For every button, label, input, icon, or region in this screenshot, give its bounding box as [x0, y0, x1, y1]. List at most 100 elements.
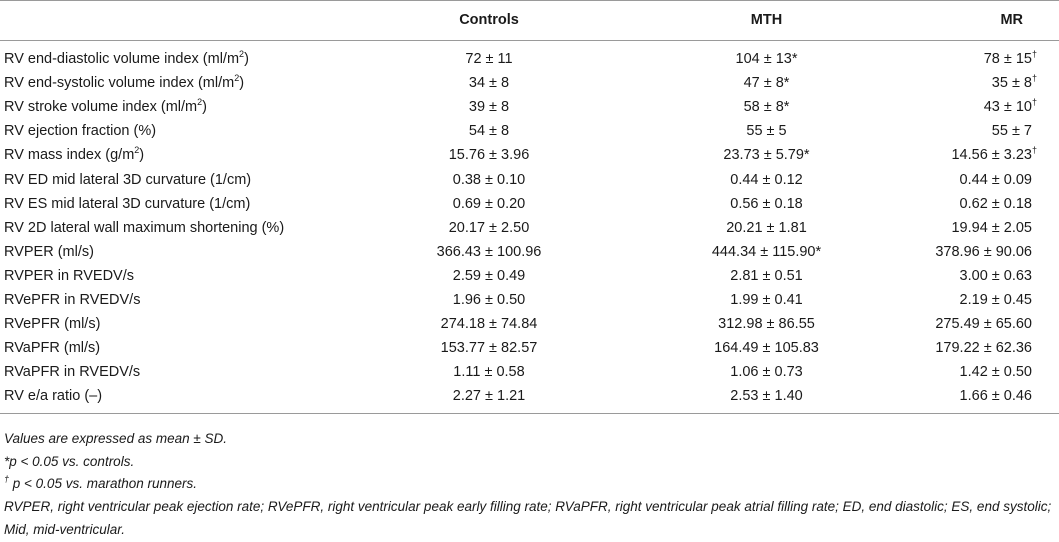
cell-controls: 15.76 ± 3.96: [344, 143, 634, 167]
footnote-p-marathon-text: p < 0.05 vs. marathon runners.: [12, 476, 198, 492]
cell-mth: 312.98 ± 86.55: [634, 312, 899, 336]
table-row: RVaPFR (ml/s) 153.77 ± 82.57 164.49 ± 105.…: [0, 336, 1059, 360]
row-label: RV 2D lateral wall maximum shortening (%…: [0, 216, 344, 240]
header-mr: MR: [899, 0, 1059, 41]
row-label-text: RV ED mid lateral 3D curvature (1/cm): [4, 171, 252, 188]
controls-value: 274.18 ± 74.84: [440, 316, 538, 333]
mr-value: 0.44 ± 0.09: [959, 171, 1032, 188]
row-label: RVePFR (ml/s): [0, 312, 344, 336]
cell-mr: 43 ± 10†: [983, 97, 1038, 116]
cell-mth: 104 ± 13*: [634, 41, 899, 72]
cell-controls: 1.96 ± 0.50: [344, 288, 634, 312]
mr-value: 19.94 ± 2.05: [951, 219, 1032, 236]
cell-mth: 2.81 ± 0.51: [634, 264, 899, 288]
row-label: RV ED mid lateral 3D curvature (1/cm): [0, 167, 344, 191]
mr-value: 1.66 ± 0.46: [959, 388, 1032, 405]
mr-value: 3.00 ± 0.63: [959, 267, 1032, 284]
row-label: RVePFR in RVEDV/s: [0, 288, 344, 312]
data-table: Controls MTH MR RV end-diastolic volume …: [0, 0, 1059, 415]
mr-value: 2.19 ± 0.45: [959, 291, 1032, 308]
row-label-text: RVPER (ml/s): [4, 243, 94, 260]
row-label-text: RV ES mid lateral 3D curvature (1/cm): [4, 195, 251, 212]
cell-mth: 55 ± 5: [634, 119, 899, 143]
row-label-end: ): [244, 51, 249, 68]
row-label-text: RVaPFR in RVEDV/s: [4, 364, 141, 381]
cell-mth: 23.73 ± 5.79*: [634, 143, 899, 167]
footnote-abbreviations: RVPER, right ventricular peak ejection r…: [4, 499, 1052, 537]
row-label: RV stroke volume index (ml/m2): [0, 95, 344, 119]
cell-controls: 153.77 ± 82.57: [344, 336, 634, 360]
cell-mth: 58 ± 8*: [634, 95, 899, 119]
table-row: RV stroke volume index (ml/m2) 39 ± 8 58 ±…: [0, 95, 1059, 119]
table-row: RV ES mid lateral 3D curvature (1/cm) 0.6…: [0, 192, 1059, 216]
cell-mr: 3.00 ± 0.63: [899, 264, 1059, 288]
cell-mr: 0.44 ± 0.09: [899, 167, 1059, 191]
row-label-text: RV ejection fraction (%): [4, 123, 157, 140]
mr-value: 35 ± 8: [991, 75, 1032, 92]
table-row: RV mass index (g/m2) 15.76 ± 3.96 23.73 ± …: [0, 143, 1059, 167]
mth-value: 164.49 ± 105.83: [714, 340, 819, 357]
row-label-end: ): [202, 99, 207, 116]
mth-value: 0.44 ± 0.12: [730, 171, 803, 188]
mth-value: 1.06 ± 0.73: [730, 364, 803, 381]
cell-mr: 0.62 ± 0.18: [899, 192, 1059, 216]
row-label-end: ): [239, 75, 245, 92]
table-row: RVePFR (ml/s) 274.18 ± 74.84 312.98 ± 86.5…: [0, 312, 1059, 336]
mr-value: 0.62 ± 0.18: [959, 195, 1032, 212]
cell-mr: 275.49 ± 65.60: [899, 312, 1059, 336]
row-label: RVaPFR (ml/s): [0, 336, 344, 360]
mth-value: 312.98 ± 86.55: [718, 316, 815, 333]
cell-mth: 444.34 ± 115.90*: [634, 240, 899, 264]
row-label-text: RV e/a ratio (–): [4, 388, 103, 405]
row-label-text: RVPER in RVEDV/s: [4, 267, 135, 284]
mth-value: 23.73 ± 5.79*: [723, 147, 810, 164]
row-label: RV mass index (g/m2): [0, 143, 344, 167]
controls-value: 0.69 ± 0.20: [452, 195, 526, 212]
table-row: RVePFR in RVEDV/s 1.96 ± 0.50 1.99 ± 0.41 2…: [0, 288, 1059, 312]
cell-mr: 378.96 ± 90.06: [899, 240, 1059, 264]
header-controls: Controls: [344, 0, 634, 41]
row-label-sup: 2: [197, 97, 203, 108]
cell-controls: 274.18 ± 74.84: [344, 312, 634, 336]
row-label-sup: 2: [234, 73, 240, 84]
cell-mth: 47 ± 8*: [634, 71, 899, 95]
row-label-sup: 2: [239, 49, 245, 60]
mth-value: 20.21 ± 1.81: [726, 219, 807, 236]
cell-controls: 2.27 ± 1.21: [344, 384, 634, 415]
row-label-text: RV mass index (g/m: [4, 147, 135, 164]
mth-value: 444.34 ± 115.90*: [711, 243, 822, 260]
row-label-text: RV end-systolic volume index (ml/m: [4, 75, 235, 92]
cell-controls: 2.59 ± 0.49: [344, 264, 634, 288]
mth-value: 47 ± 8*: [743, 75, 790, 92]
controls-value: 2.59 ± 0.49: [452, 267, 526, 284]
row-label: RV e/a ratio (–): [0, 384, 344, 415]
row-label-text: RVePFR in RVEDV/s: [4, 291, 141, 308]
row-label: RVaPFR in RVEDV/s: [0, 360, 344, 384]
cell-mr: 1.66 ± 0.46: [899, 384, 1059, 415]
cell-controls: 72 ± 11: [344, 41, 634, 72]
mth-value: 0.56 ± 0.18: [730, 195, 803, 212]
mth-value: 58 ± 8*: [743, 99, 790, 116]
mr-value: 78 ± 15: [983, 51, 1032, 68]
cell-mr: 2.19 ± 0.45: [899, 288, 1059, 312]
cell-controls: 0.38 ± 0.10: [344, 167, 634, 191]
controls-value: 54 ± 8: [468, 123, 510, 140]
footnotes: Values are expressed as mean ± SD. *p < …: [4, 428, 1054, 542]
mr-value: 55 ± 7: [991, 123, 1032, 140]
cell-mr: 1.42 ± 0.50: [899, 360, 1059, 384]
row-label-sup: 2: [134, 145, 140, 156]
row-label: RVPER (ml/s): [0, 240, 344, 264]
mr-value: 14.56 ± 3.23: [951, 147, 1032, 164]
table-row: RV 2D lateral wall maximum shortening (%…: [0, 216, 1059, 240]
row-label: RV ejection fraction (%): [0, 119, 344, 143]
footnote-values: Values are expressed as mean ± SD.: [4, 431, 228, 446]
row-label-text: RVePFR (ml/s): [4, 316, 101, 333]
cell-controls: 366.43 ± 100.96: [344, 240, 634, 264]
cell-mth: 1.06 ± 0.73: [634, 360, 899, 384]
cell-mr: 55 ± 7: [899, 119, 1059, 143]
cell-mth: 2.53 ± 1.40: [634, 384, 899, 415]
mth-value: 2.81 ± 0.51: [730, 267, 803, 284]
cell-controls: 0.69 ± 0.20: [344, 192, 634, 216]
table-row: RV end-systolic volume index (ml/m2) 34 ±…: [0, 71, 1059, 95]
mr-value: 1.42 ± 0.50: [959, 364, 1032, 381]
